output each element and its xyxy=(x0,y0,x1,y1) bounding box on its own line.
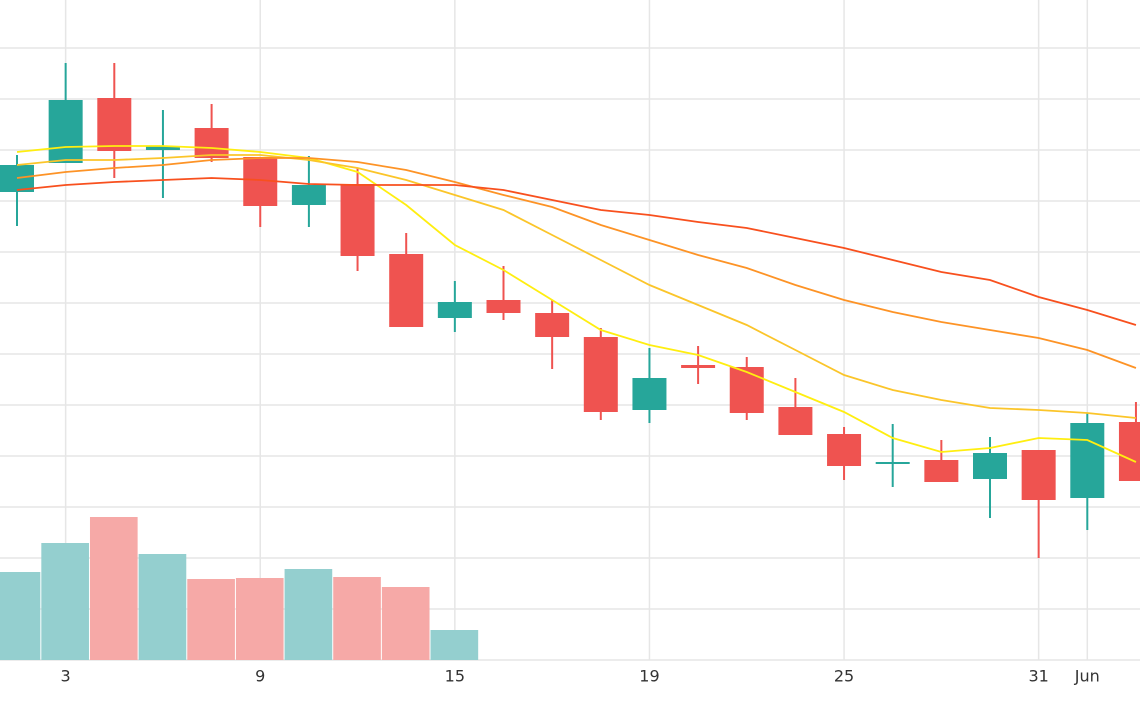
candle-body xyxy=(973,453,1007,479)
candle-body xyxy=(681,365,716,368)
candle-body xyxy=(486,300,521,313)
volume-bar xyxy=(0,572,41,660)
candle-body xyxy=(194,128,229,158)
candle-body xyxy=(729,367,764,413)
x-tick-label: 25 xyxy=(834,667,854,686)
candle-body xyxy=(1118,422,1140,481)
x-tick-label: 3 xyxy=(61,667,71,686)
candle-body xyxy=(145,146,180,150)
moving-average-line xyxy=(16,177,1137,326)
volume-bar xyxy=(138,554,187,660)
candle-body xyxy=(437,302,472,318)
candle-body xyxy=(632,378,667,410)
moving-average-line xyxy=(16,145,1137,463)
candle-body xyxy=(583,337,618,412)
volume-bar xyxy=(381,587,430,660)
candle-body xyxy=(924,460,959,482)
candle-body xyxy=(0,165,34,192)
candle-body xyxy=(1021,450,1056,500)
x-tick-label: 19 xyxy=(639,667,659,686)
volume-bar xyxy=(430,630,479,660)
volume-bar xyxy=(187,579,235,660)
x-tick-label: 31 xyxy=(1028,667,1048,686)
candle-body xyxy=(1070,423,1105,498)
x-tick-label: Jun xyxy=(1074,667,1100,686)
candle-body xyxy=(778,407,813,435)
moving-average-line xyxy=(16,154,1137,419)
moving-average-line xyxy=(16,157,1137,369)
volume-bar xyxy=(41,543,89,660)
volume-bar xyxy=(284,569,333,660)
volume-bar xyxy=(333,577,381,660)
candle-body xyxy=(97,98,132,151)
candle-body xyxy=(48,100,83,163)
volume-bar xyxy=(89,517,138,660)
volume-bar xyxy=(235,578,284,660)
candle-body xyxy=(389,254,424,327)
x-tick-label: 15 xyxy=(445,667,465,686)
candle-body xyxy=(340,184,375,256)
x-tick-label: 9 xyxy=(255,667,265,686)
candle-body xyxy=(291,185,326,205)
candle-body xyxy=(875,462,910,464)
candle-body xyxy=(535,313,570,337)
candle-body xyxy=(827,434,862,466)
